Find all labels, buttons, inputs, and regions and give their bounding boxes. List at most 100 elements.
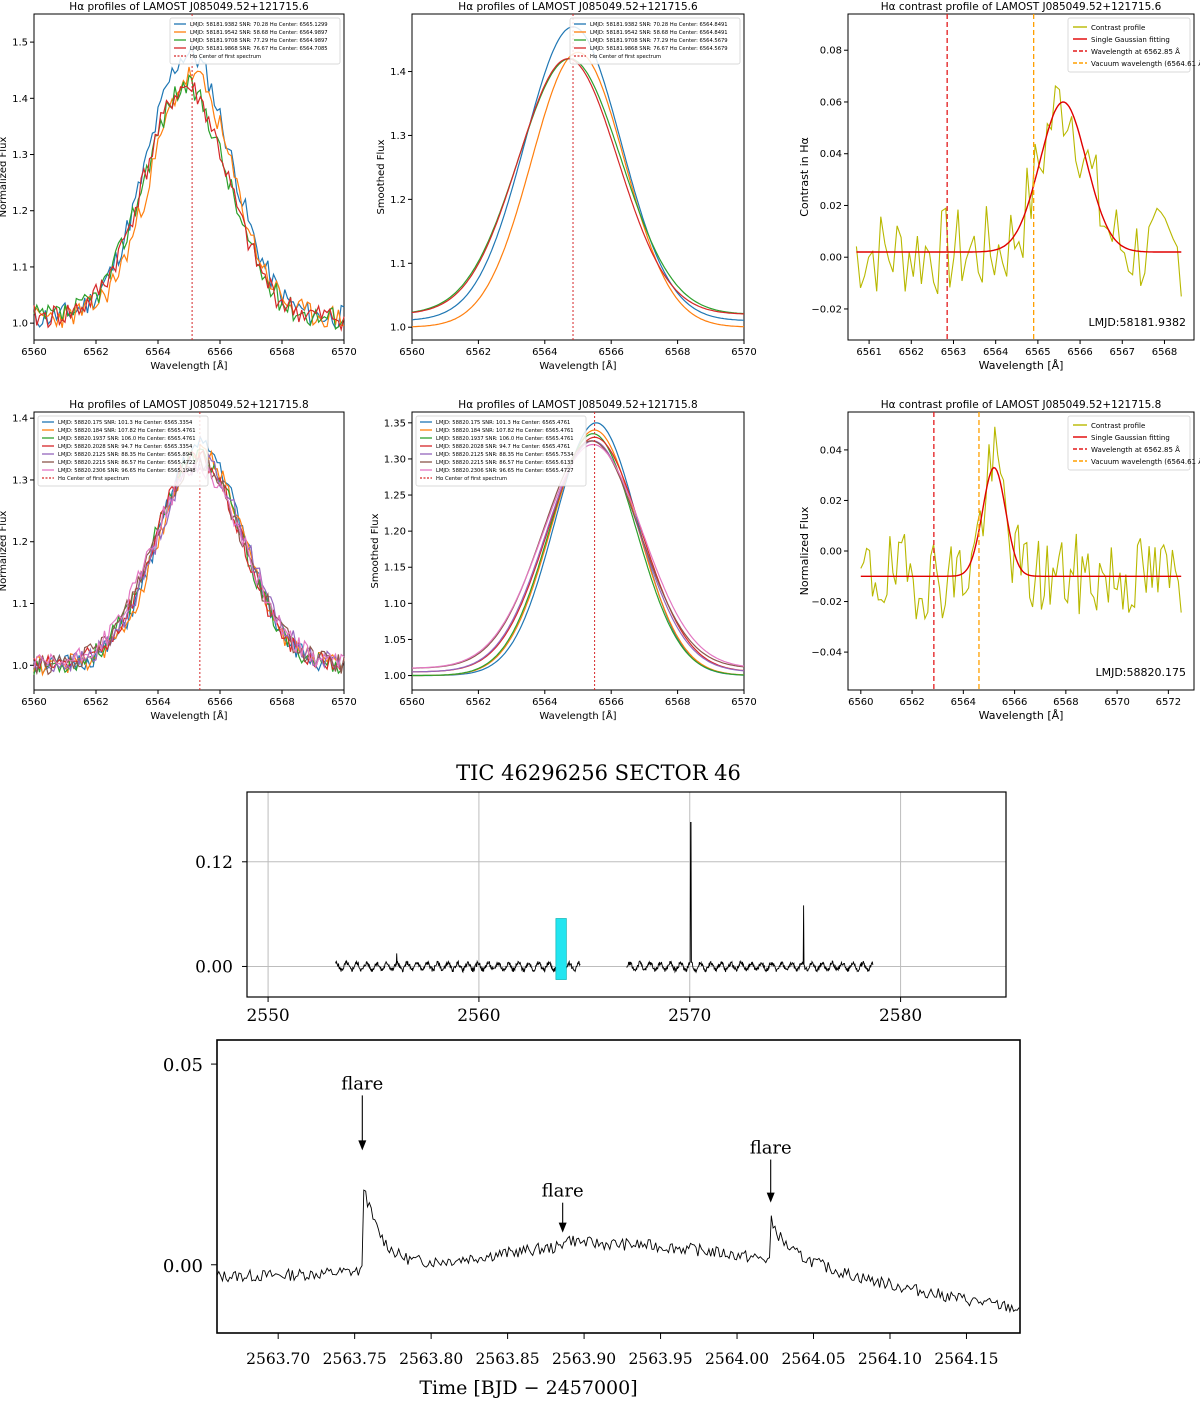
x-tick-label: 6570 [331, 347, 356, 358]
x-axis-label: Wavelength [Å] [150, 359, 227, 372]
x-tick-label: 2560 [457, 1006, 500, 1026]
x-tick-label: 6560 [21, 347, 46, 358]
x-tick-label: 2570 [668, 1006, 711, 1026]
panel-3: 6561 6562 6563 6564 6565 6566 6567 6568 −0.02 0.0… [798, 1, 1200, 372]
legend-entry: LMJD: 58820.2125 SNR: 88.35 Hα Center: 6… [58, 452, 193, 458]
legend-entry: LMJD: 58820.2306 SNR: 96.65 Hα Center: 6… [436, 468, 574, 474]
legend-entry: Contrast profile [1091, 422, 1145, 430]
legend-entry: Hα Center of first spectrum [190, 54, 261, 60]
contrast-profile-line [855, 84, 1182, 297]
legend-entry: LMJD: 58820.184 SNR: 107.82 Hα Center: 6… [436, 428, 574, 434]
legend-entry: LMJD: 58181.9708 SNR: 77.29 Hα Center: 6… [590, 38, 728, 44]
legend-entry: LMJD: 58820.2125 SNR: 88.35 Hα Center: 6… [436, 452, 574, 458]
panel-6: 6560 6562 6564 6566 6568 6570 6572 −0.04 −0.02 0.… [798, 399, 1200, 722]
x-tick-label: 2564.05 [781, 1350, 845, 1368]
y-tick-label: 1.0 [12, 661, 28, 672]
x-tick-label: 6566 [207, 347, 232, 358]
x-axis-label: Wavelength [Å] [979, 359, 1064, 372]
series-line [33, 66, 345, 329]
legend-box [1067, 17, 1191, 73]
series-line [33, 42, 345, 330]
x-tick-label: 6560 [848, 697, 873, 708]
legend-entry: LMJD: 58181.9868 SNR: 76.67 Hα Center: 6… [590, 46, 728, 52]
y-tick-label: 1.25 [384, 491, 406, 502]
legend-entry: LMJD: 58820.2215 SNR: 86.57 Hα Center: 6… [58, 460, 196, 466]
plot-frame [246, 791, 1007, 998]
x-tick-label: 6568 [1053, 697, 1078, 708]
y-tick-label: 0.04 [820, 149, 842, 160]
x-axis-label: Time [BJD − 2457000] [419, 1377, 637, 1399]
lmjd-annotation: LMJD:58820.175 [1095, 666, 1186, 679]
y-tick-label: 1.20 [384, 527, 406, 538]
legend-entry: Vacuum wavelength (6564.61 Å) [1091, 59, 1200, 68]
flare-label: flare [341, 1073, 383, 1094]
x-tick-label: 6564 [532, 697, 557, 708]
y-tick-label: 1.4 [12, 414, 28, 425]
x-tick-label: 6568 [665, 697, 690, 708]
legend-entry: LMJD: 58820.175 SNR: 101.3 Hα Center: 65… [58, 420, 193, 426]
gaussian-fit-line [856, 101, 1182, 253]
plot-frame [33, 13, 345, 341]
x-tick-label: 6570 [1104, 697, 1129, 708]
legend-entry: LMJD: 58181.9542 SNR: 58.68 Hα Center: 6… [590, 30, 728, 36]
legend-entry: Contrast profile [1091, 24, 1145, 32]
y-tick-label: 0.04 [820, 445, 842, 456]
x-tick-label: 2563.90 [552, 1350, 616, 1368]
legend-entry: LMJD: 58181.9382 SNR: 70.28 Hα Center: 6… [590, 22, 728, 28]
y-tick-label: 0.00 [195, 957, 233, 977]
y-tick-label: 1.30 [384, 454, 406, 465]
x-tick-label: 6562 [83, 697, 108, 708]
legend-entry: LMJD: 58181.9868 SNR: 76.67 Hα Center: 6… [190, 46, 328, 52]
y-tick-label: 1.1 [12, 262, 28, 273]
x-tick-label: 2564.00 [705, 1350, 769, 1368]
legend-entry: LMJD: 58820.2215 SNR: 86.57 Hα Center: 6… [436, 460, 574, 466]
x-tick-label: 6560 [399, 697, 424, 708]
legend-entry: LMJD: 58820.2028 SNR: 94.7 Hα Center: 65… [436, 444, 570, 450]
plot-frame [411, 411, 745, 691]
y-tick-label: 0.00 [163, 1256, 203, 1277]
y-tick-label: 1.1 [12, 599, 28, 610]
legend-entry: LMJD: 58820.184 SNR: 107.82 Hα Center: 6… [58, 428, 196, 434]
y-tick-label: 1.3 [12, 150, 28, 161]
y-tick-label: −0.04 [811, 648, 842, 659]
light-curve [626, 822, 874, 974]
legend-entry: Hα Center of first spectrum [58, 476, 129, 482]
x-tick-label: 6562 [83, 347, 108, 358]
chart-title: Hα contrast profile of LAMOST J085049.52… [881, 399, 1162, 411]
x-tick-label: 6563 [941, 347, 966, 358]
y-axis-label: Smoothed Flux [376, 139, 387, 214]
legend-entry: Single Gaussian fitting [1091, 434, 1170, 442]
flare-label: flare [750, 1138, 792, 1159]
x-tick-label: 6562 [466, 697, 491, 708]
x-tick-label: 6570 [731, 347, 756, 358]
x-tick-label: 6566 [207, 697, 232, 708]
y-tick-label: 1.4 [390, 67, 406, 78]
legend: LMJD: 58181.9382 SNR: 70.28 Hα Center: 6… [169, 17, 341, 65]
legend-entry: LMJD: 58181.9708 SNR: 77.29 Hα Center: 6… [190, 38, 328, 44]
x-tick-label: 2563.80 [399, 1350, 463, 1368]
light-curve [335, 944, 581, 974]
y-tick-label: −0.02 [811, 304, 842, 315]
x-tick-label: 6567 [1110, 347, 1135, 358]
x-tick-label: 6566 [1002, 697, 1027, 708]
legend-entry: Vacuum wavelength (6564.61 Å) [1091, 457, 1200, 466]
plot-frame [33, 411, 345, 691]
contrast-profile-line [860, 426, 1182, 621]
legend-box [1067, 415, 1191, 471]
x-tick-label: 2564.10 [858, 1350, 922, 1368]
gaussian-fit-line [860, 466, 1182, 577]
y-axis-label: Normalized Flux [798, 506, 811, 595]
y-tick-label: 1.3 [12, 475, 28, 486]
legend: Contrast profile Single Gaussian fitting W… [1067, 17, 1200, 73]
zoom-light-curve [216, 1189, 1020, 1314]
panel-2: 6560 6562 6564 6566 6568 6570 1.0 1.1 1.2 1.3 1.4 H… [376, 1, 757, 372]
x-tick-label: 6566 [1067, 347, 1092, 358]
panel-5: 6560 6562 6564 6566 6568 6570 1.00 1.05 1.10 1.15… [370, 399, 757, 722]
chart-title: TIC 46296256 SECTOR 46 [456, 761, 741, 785]
legend-box [169, 17, 341, 65]
y-tick-label: 1.05 [384, 635, 406, 646]
x-tick-label: 6564 [145, 347, 170, 358]
legend: LMJD: 58181.9382 SNR: 70.28 Hα Center: 6… [569, 17, 741, 65]
y-tick-label: 1.3 [390, 131, 406, 142]
y-axis-label: Normalized Flux [0, 511, 9, 592]
